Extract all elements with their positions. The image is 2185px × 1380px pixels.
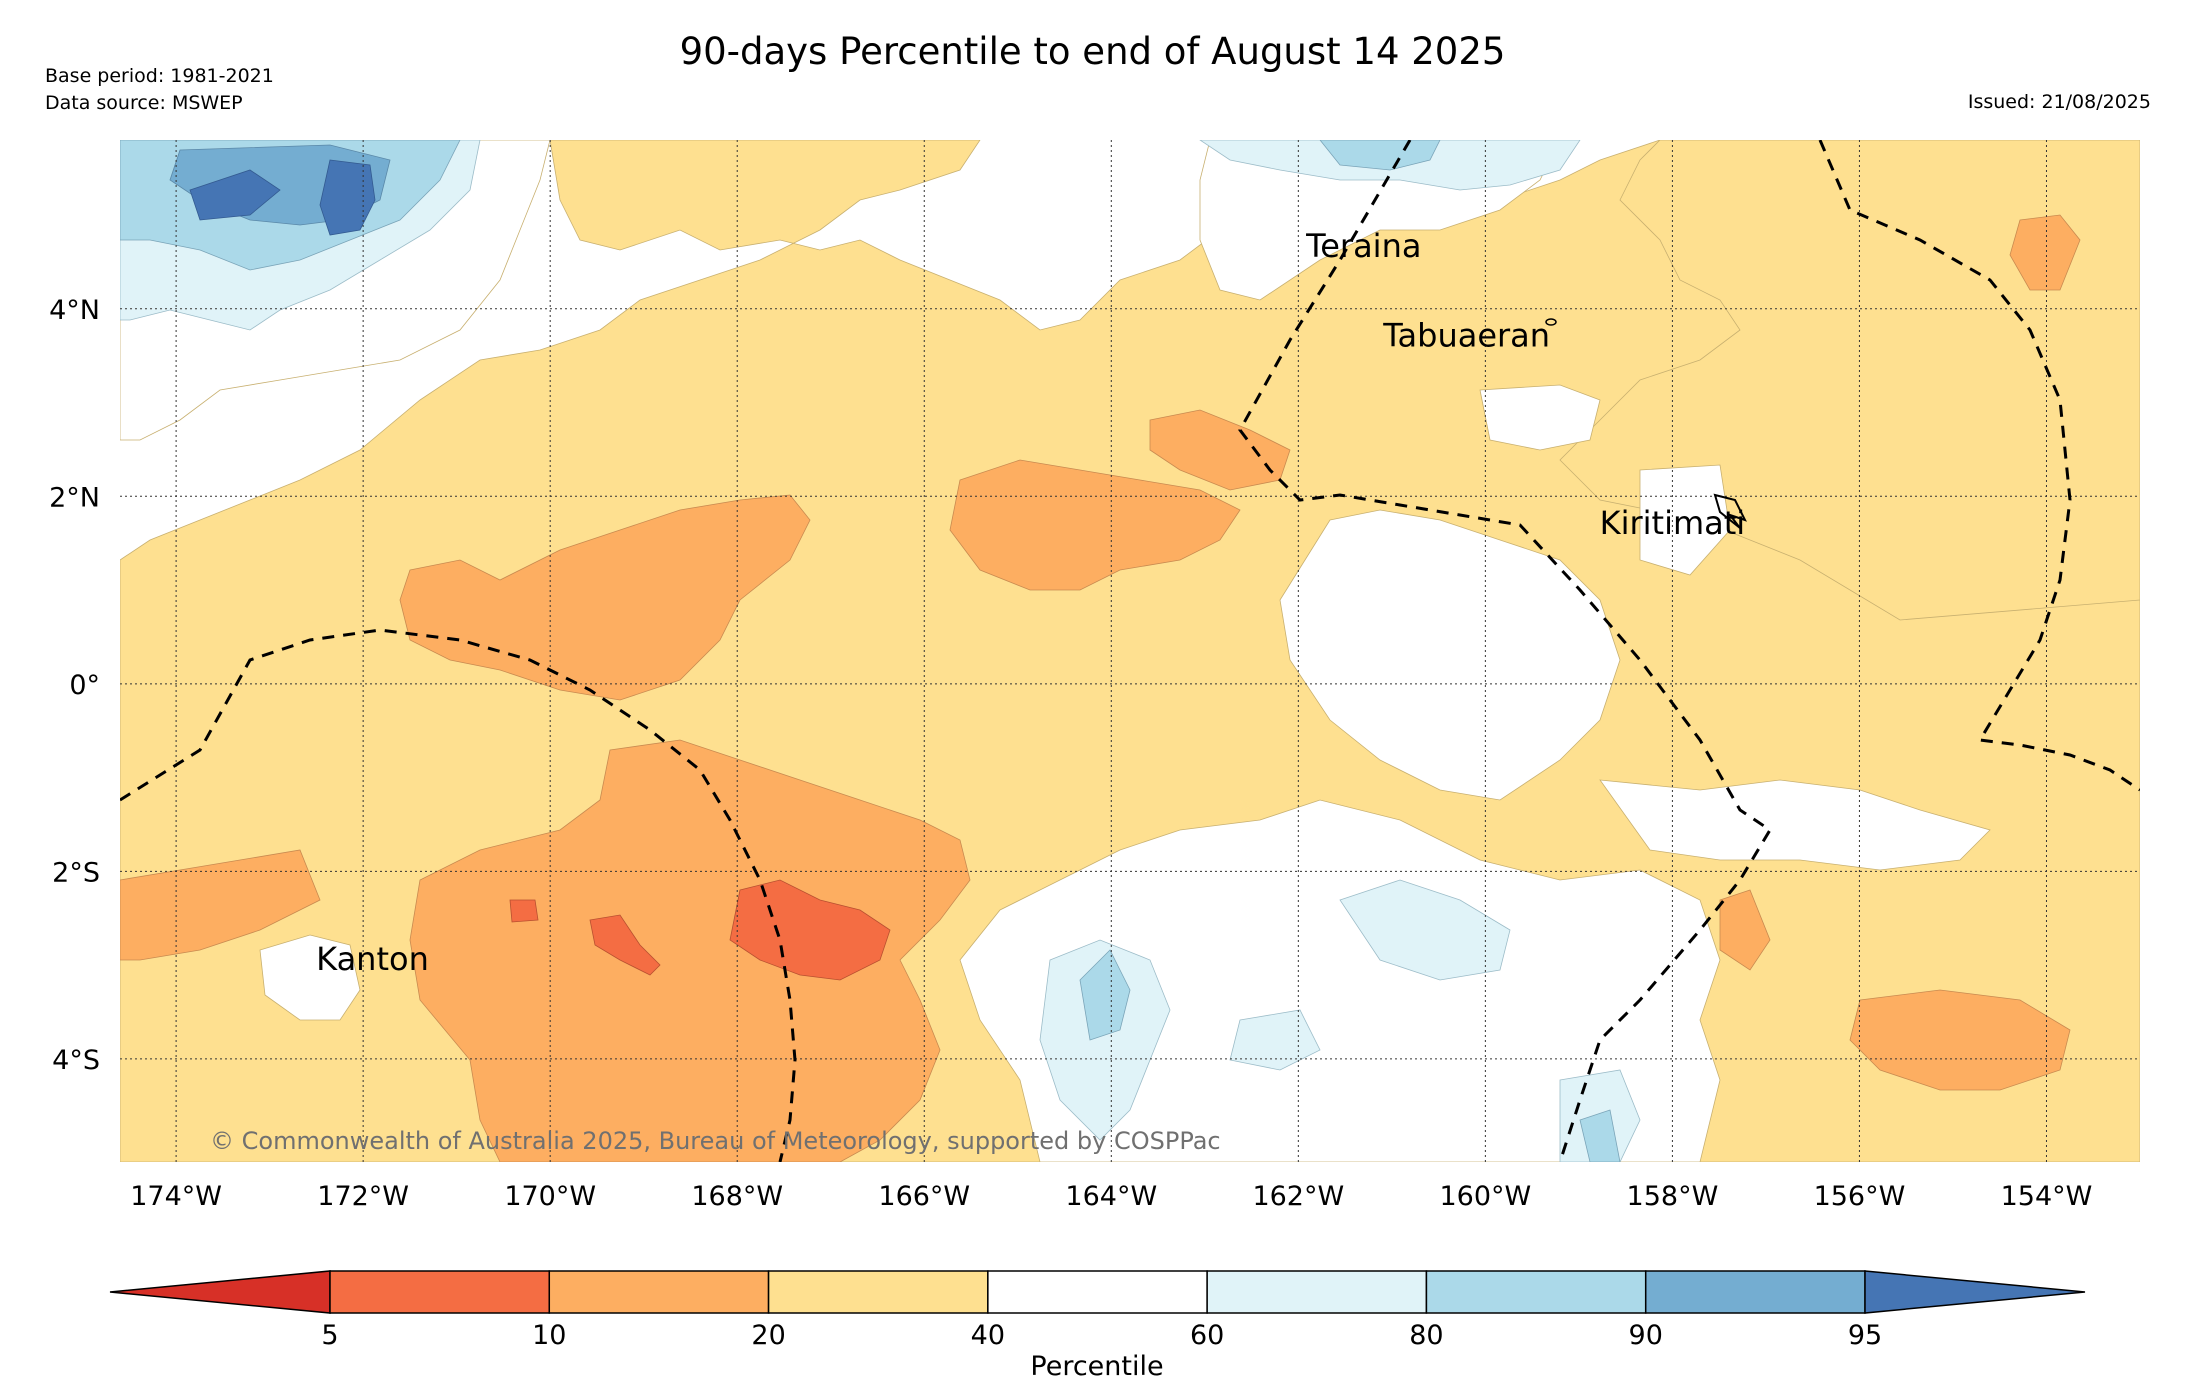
colorbar-tick-label: 40: [971, 1320, 1005, 1351]
percentile-region-5-10: [509, 899, 539, 923]
lon-tick-label: 168°W: [691, 1181, 783, 1212]
lon-tick-label: 156°W: [1814, 1181, 1906, 1212]
copyright-notice: © Commonwealth of Australia 2025, Bureau…: [210, 1127, 1221, 1155]
island-label: Kiritimati: [1600, 504, 1746, 542]
percentile-region-60-80: [1229, 1009, 1321, 1071]
island-label: Teraina: [1305, 227, 1421, 265]
percentile-region-60-80: [1039, 939, 1171, 1141]
lon-tick-label: 170°W: [504, 1181, 596, 1212]
colorbar-segment: [548, 1270, 770, 1314]
graticule: [120, 140, 2140, 1162]
lon-tick-label: 174°W: [130, 1181, 222, 1212]
lon-tick-label: 166°W: [878, 1181, 970, 1212]
colorbar-label: Percentile: [1030, 1351, 1163, 1380]
percentile-region-95-plus: [319, 159, 376, 236]
island-label: Tabuaeran: [1382, 316, 1550, 354]
colorbar-tick-label: 5: [321, 1320, 338, 1351]
percentile-region-40-60: [959, 799, 1721, 1162]
lat-tick-label: 2°S: [52, 857, 100, 888]
percentile-region-10-20: [2009, 214, 2081, 291]
colorbar-segment: [1644, 1270, 1866, 1314]
percentile-region-10-20: [1719, 889, 1771, 971]
colorbar-segment: [1425, 1270, 1647, 1314]
lat-tick-label: 4°S: [52, 1045, 100, 1076]
lat-tick-label: 2°N: [49, 482, 100, 513]
percentile-region-60-80: [1339, 879, 1511, 981]
percentile-region-10-20: [1849, 989, 2071, 1091]
colorbar-segment: [767, 1270, 989, 1314]
colorbar-tick-label: 80: [1409, 1320, 1443, 1351]
colorbar-segment: [987, 1270, 1208, 1314]
percentile-region-40-60: [1279, 509, 1621, 801]
eez-boundary: [120, 628, 797, 1162]
colorbar-tick-label: 60: [1190, 1320, 1224, 1351]
percentile-region-80-90: [1079, 949, 1131, 1041]
percentile-region-10-20: [949, 459, 1241, 591]
colorbar-tick-label: 10: [532, 1320, 566, 1351]
percentile-region-95-plus: [189, 169, 281, 221]
lat-tick-label: 0°: [69, 670, 100, 701]
lon-tick-label: 160°W: [1440, 1181, 1532, 1212]
eez-boundary: [1238, 140, 1773, 1162]
lon-tick-label: 154°W: [2001, 1181, 2093, 1212]
colorbar-segment: [1206, 1270, 1428, 1314]
lon-tick-label: 162°W: [1252, 1181, 1344, 1212]
percentile-region-40-60: [259, 934, 361, 1021]
tabuaeran-outline: [1545, 318, 1557, 326]
map-metadata: Base period: 1981-2021 Data source: MSWE…: [45, 63, 274, 117]
colorbar-extend-low: [109, 1270, 331, 1314]
lat-tick-label: 4°N: [49, 295, 100, 326]
island-labels: Teraina Tabuaeran Kiritimati Kanton: [316, 227, 1745, 978]
percentile-region-5-10: [589, 914, 661, 976]
eez-boundary: [1818, 140, 2140, 792]
longitude-tick-labels: 174°W 172°W 170°W 168°W 166°W 164°W 162°W 160°W…: [130, 1181, 2092, 1212]
percentile-region-5-10: [729, 879, 891, 981]
percentile-region-10-20: [120, 849, 321, 961]
colorbar-tick-label: 90: [1629, 1320, 1663, 1351]
percentile-region-40-60: [1599, 779, 1991, 871]
lon-tick-label: 158°W: [1627, 1181, 1719, 1212]
latitude-tick-labels: 4°N 2°N 0° 2°S 4°S: [49, 295, 100, 1076]
base-period: Base period: 1981-2021: [45, 65, 274, 87]
percentile-region-40-60: [1479, 384, 1601, 451]
percentile-region-40-60: [1639, 464, 1731, 576]
island-label: Kanton: [316, 940, 429, 978]
kiritimati-outline: [1713, 493, 1747, 529]
data-source: Data source: MSWEP: [45, 92, 243, 114]
colorbar-tick-label: 20: [751, 1320, 785, 1351]
lon-tick-label: 172°W: [317, 1181, 409, 1212]
colorbar-tick-label: 95: [1848, 1320, 1882, 1351]
lon-tick-label: 164°W: [1065, 1181, 1157, 1212]
issued-date: Issued: 21/08/2025: [1967, 91, 2151, 113]
percentile-region-10-20: [399, 494, 811, 701]
percentile-region-80-90: [1319, 140, 1441, 171]
map-title: 90-days Percentile to end of August 14 2…: [679, 30, 1506, 73]
colorbar-extend-high: [1864, 1270, 2086, 1314]
colorbar-segment: [329, 1270, 551, 1314]
colorbar: 5 10 20 40 60 80 90 95 Percentile: [109, 1270, 2086, 1380]
percentile-region-80-90: [1579, 1109, 1621, 1162]
map-fields: [120, 140, 2140, 1162]
